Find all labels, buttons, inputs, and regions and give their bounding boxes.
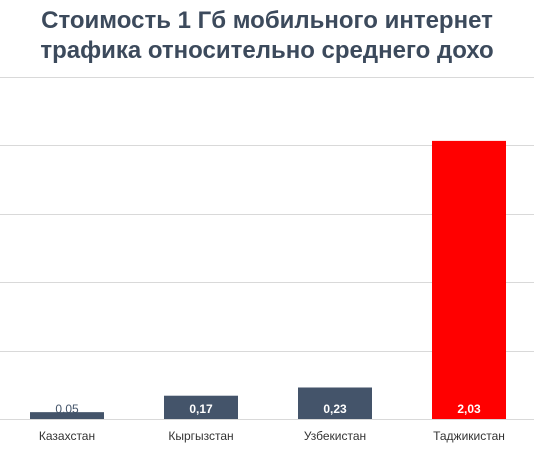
data-label: 0,05 [55, 402, 79, 416]
data-label: 0,17 [189, 402, 213, 416]
bar [298, 387, 372, 419]
x-tick-label: Узбекистан [304, 429, 366, 443]
x-tick-label: Казахстан [39, 429, 95, 443]
chart-title-line-2: трафика относительно среднего дохо [40, 37, 494, 64]
bar [432, 140, 506, 419]
x-tick-label: Таджикистан [433, 429, 505, 443]
x-tick-label: Кыргызстан [168, 429, 233, 443]
data-label: 0,23 [323, 402, 347, 416]
bar [164, 395, 238, 419]
chart-title-line-1: Стоимость 1 Гб мобильного интернет [41, 7, 493, 34]
bar [30, 412, 104, 419]
data-label: 2,03 [457, 402, 481, 416]
chart-title: Стоимость 1 Гб мобильного интернет трафи… [0, 6, 534, 66]
